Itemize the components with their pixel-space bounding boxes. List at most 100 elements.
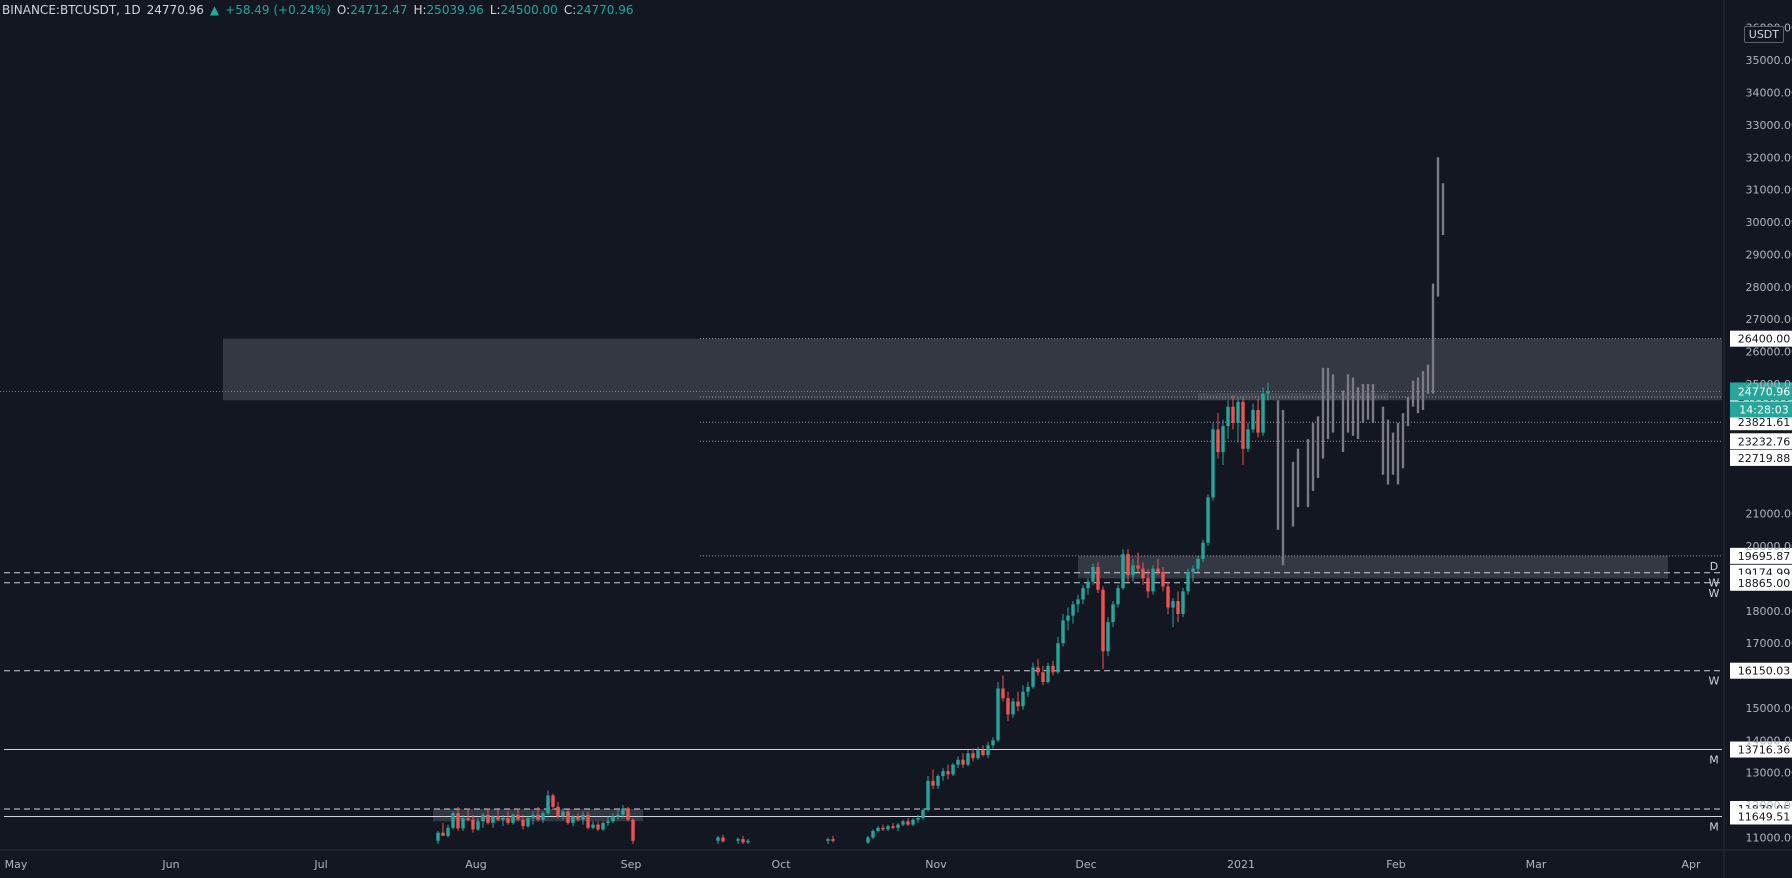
zone-2 (1198, 393, 1388, 401)
candle-body-96 (1111, 604, 1115, 623)
candle-body-2 (446, 827, 450, 836)
level-tag-8: 16150.03 (1738, 665, 1791, 678)
projection-bar-6 (1316, 416, 1320, 478)
level-marker-5: D (1710, 560, 1718, 573)
level-tag-bg-3 (1730, 433, 1792, 450)
candle-body-41 (721, 837, 725, 842)
candle-body-106 (1161, 571, 1165, 587)
candle-body-105 (1156, 568, 1160, 572)
level-tag-bg-8 (1730, 662, 1792, 679)
candle-body-54 (901, 821, 905, 825)
candle-body-47 (866, 837, 870, 843)
projection-bar-11 (1346, 374, 1350, 433)
candle-body-111 (1186, 571, 1190, 592)
candle-body-63 (946, 771, 950, 775)
candle-body-114 (1201, 542, 1205, 559)
candle-body-77 (1016, 701, 1020, 707)
candle-body-20 (536, 814, 540, 820)
projection-bar-23 (1411, 380, 1415, 407)
candle-body-93 (1096, 567, 1100, 590)
candle-body-11 (491, 816, 495, 823)
candle-body-43 (741, 839, 745, 843)
candle-body-52 (891, 826, 895, 828)
projection-bars (1276, 157, 1445, 566)
current-price-tag-bg (1730, 382, 1792, 401)
candle-body-68 (971, 753, 975, 759)
countdown-tag: 14:28:03 (1739, 403, 1788, 416)
symbol-label[interactable]: BINANCE:BTCUSDT, 1D (2, 3, 141, 17)
candle-body-82 (1041, 672, 1045, 683)
candle-body-84 (1051, 665, 1055, 673)
projection-bar-22 (1406, 396, 1410, 427)
level-tag-bg-0 (1730, 330, 1792, 347)
level-tag-bg-7 (1730, 574, 1792, 591)
candle-body-104 (1151, 568, 1155, 592)
candle-body-21 (541, 813, 545, 820)
y-tick-6: 30000.00 (1746, 216, 1792, 229)
legend-bar: BINANCE:BTCUSDT, 1D 24770.96 ▲ +58.49 (+… (0, 0, 1722, 20)
candle-body-26 (566, 811, 570, 823)
projection-bar-5 (1311, 422, 1315, 491)
last-price: 24770.96 (146, 3, 204, 17)
projection-bar-29 (1441, 183, 1445, 236)
candle-body-53 (896, 824, 900, 828)
projection-bar-7 (1321, 367, 1325, 459)
x-tick-7: Dec (1075, 858, 1096, 871)
high-value: 25039.96 (426, 3, 484, 17)
candle-body-127 (1266, 391, 1270, 394)
level-tag-bg-5 (1730, 547, 1792, 564)
level-tag-9: 13716.36 (1738, 744, 1791, 757)
projection-bar-24 (1416, 377, 1420, 414)
x-tick-4: Sep (621, 858, 642, 871)
projection-bar-10 (1341, 390, 1345, 453)
candle-body-59 (926, 780, 930, 810)
level-marker-8: W (1709, 675, 1720, 688)
y-tick-8: 28000.00 (1746, 281, 1792, 294)
candle-body-31 (591, 824, 595, 828)
candle-body-55 (906, 821, 910, 825)
zone-0 (223, 338, 1722, 401)
projection-bar-2 (1291, 461, 1295, 527)
level-tag-3: 23232.76 (1738, 435, 1791, 448)
close-value: 24770.96 (576, 3, 634, 17)
candle-body-1 (441, 832, 445, 836)
level-tag-4: 22719.88 (1738, 452, 1791, 465)
y-tick-14: 18000.00 (1746, 605, 1792, 618)
candle-body-122 (1241, 401, 1245, 449)
candle-body-85 (1056, 643, 1060, 673)
candle-body-8 (476, 821, 480, 830)
candle-body-91 (1086, 581, 1090, 589)
candle-body-115 (1206, 497, 1210, 543)
candle-body-113 (1196, 558, 1200, 569)
projection-bar-4 (1306, 439, 1310, 508)
low-value: 24500.00 (500, 3, 558, 17)
x-tick-1: Jun (161, 858, 179, 871)
candle-body-12 (496, 816, 500, 820)
projection-bar-3 (1296, 448, 1300, 508)
candle-body-13 (501, 818, 505, 820)
candle-body-83 (1046, 665, 1050, 683)
candle-body-79 (1026, 686, 1030, 692)
projection-bar-0 (1276, 400, 1280, 530)
zone-1 (1078, 555, 1668, 579)
projection-bar-16 (1371, 384, 1375, 423)
candle-body-50 (881, 827, 885, 830)
currency-unit-badge[interactable]: USDT (1743, 26, 1784, 43)
candle-body-74 (1001, 688, 1005, 699)
candle-body-89 (1076, 599, 1080, 605)
projection-bar-18 (1386, 419, 1390, 485)
y-tick-17: 14000.00 (1746, 734, 1792, 747)
projection-bar-17 (1381, 406, 1385, 475)
candle-body-16 (516, 814, 520, 820)
y-tick-7: 29000.00 (1746, 248, 1792, 261)
candle-body-19 (531, 814, 535, 819)
candle-body-67 (966, 753, 970, 765)
candle-body-46 (831, 839, 835, 841)
candle-body-62 (941, 771, 945, 776)
y-tick-3: 33000.00 (1746, 119, 1792, 132)
candle-body-126 (1261, 393, 1265, 433)
open-label: O: (336, 3, 351, 17)
y-tick-15: 17000.00 (1746, 637, 1792, 650)
